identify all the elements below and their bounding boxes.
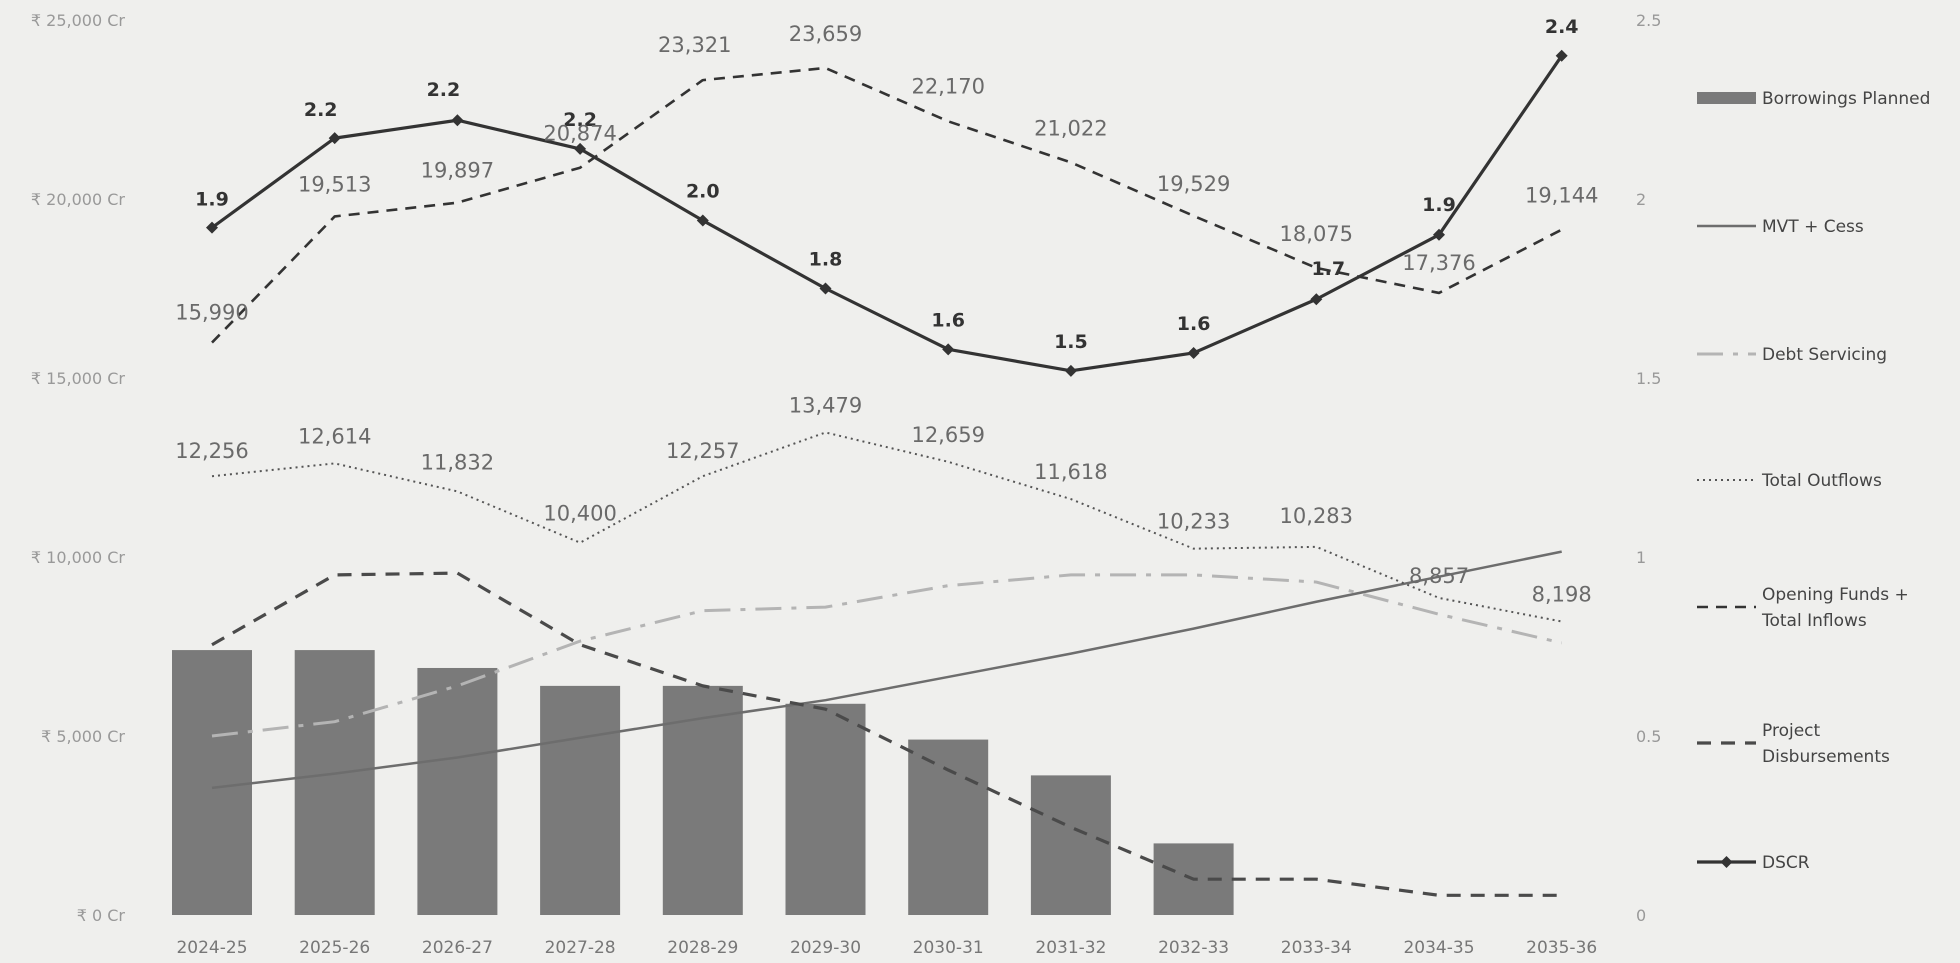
inflows-data-label: 15,990 bbox=[175, 301, 248, 325]
x-axis-tick-label: 2031-32 bbox=[1035, 938, 1106, 958]
x-axis-tick-label: 2026-27 bbox=[422, 938, 493, 958]
right-axis-tick-label: 2 bbox=[1636, 190, 1646, 209]
bar-borrowings-planned bbox=[540, 685, 621, 915]
inflows-data-label: 19,529 bbox=[1157, 172, 1230, 196]
outflows-data-label: 11,832 bbox=[421, 450, 494, 474]
dscr-data-label: 2.2 bbox=[304, 99, 338, 121]
outflows-data-label: 10,400 bbox=[543, 502, 616, 526]
legend-label-opening-funds-total-inflows: Opening Funds + bbox=[1762, 585, 1909, 605]
right-axis-tick-label: 1.5 bbox=[1636, 369, 1661, 388]
left-axis-tick-label: ₹ 0 Cr bbox=[77, 906, 126, 925]
inflows-data-label: 19,144 bbox=[1525, 184, 1598, 208]
legend-dscr-marker bbox=[1720, 856, 1733, 868]
dscr-marker bbox=[1433, 228, 1445, 241]
legend-label-dscr: DSCR bbox=[1762, 853, 1810, 873]
outflows-data-label: 8,857 bbox=[1409, 564, 1469, 588]
x-axis-tick-label: 2034-35 bbox=[1403, 938, 1474, 958]
inflows-data-label: 17,376 bbox=[1402, 251, 1475, 275]
right-axis-tick-label: 2.5 bbox=[1636, 11, 1661, 30]
right-axis-tick-label: 0.5 bbox=[1636, 727, 1661, 746]
x-axis-tick-label: 2030-31 bbox=[913, 938, 984, 958]
left-axis-tick-label: ₹ 5,000 Cr bbox=[41, 727, 125, 746]
dscr-marker bbox=[942, 343, 955, 356]
dscr-marker bbox=[1187, 346, 1200, 359]
line-debt-servicing bbox=[211, 573, 1563, 738]
x-axis-tick-label: 2028-29 bbox=[667, 938, 738, 958]
dscr-data-label: 1.6 bbox=[1177, 313, 1211, 335]
dscr-data-label: 1.9 bbox=[195, 189, 229, 211]
line-mvt-cess bbox=[211, 550, 1562, 790]
left-axis-tick-label: ₹ 20,000 Cr bbox=[31, 190, 126, 209]
dscr-marker bbox=[451, 114, 464, 127]
inflows-data-label: 19,513 bbox=[298, 172, 371, 196]
x-axis-tick-label: 2025-26 bbox=[299, 938, 370, 958]
dscr-marker bbox=[819, 282, 832, 295]
legend-swatch-borrowings-planned bbox=[1697, 92, 1756, 104]
outflows-data-label: 12,614 bbox=[298, 424, 371, 448]
bar-borrowings-planned bbox=[908, 739, 989, 915]
legend-label-debt-servicing: Debt Servicing bbox=[1762, 345, 1887, 365]
x-axis-tick-label: 2024-25 bbox=[176, 938, 247, 958]
x-axis-tick-label: 2027-28 bbox=[545, 938, 616, 958]
inflows-data-label: 21,022 bbox=[1034, 116, 1107, 140]
bar-borrowings-planned bbox=[1030, 775, 1111, 915]
dscr-data-label: 1.6 bbox=[931, 309, 965, 331]
dscr-data-label: 2.2 bbox=[427, 79, 461, 101]
outflows-data-label: 12,256 bbox=[175, 439, 248, 463]
inflows-data-label: 19,897 bbox=[421, 159, 494, 183]
dscr-data-label: 1.5 bbox=[1054, 331, 1088, 353]
dscr-data-label: 1.8 bbox=[809, 249, 843, 271]
left-axis-tick-label: ₹ 10,000 Cr bbox=[31, 548, 126, 567]
dscr-data-label: 2.2 bbox=[563, 109, 597, 131]
bar-borrowings-planned bbox=[417, 667, 498, 915]
dscr-marker bbox=[574, 142, 587, 155]
outflows-data-label: 11,618 bbox=[1034, 460, 1107, 484]
x-axis-tick-label: 2033-34 bbox=[1281, 938, 1352, 958]
x-axis-tick-label: 2032-33 bbox=[1158, 938, 1229, 958]
dscr-marker bbox=[1555, 49, 1568, 62]
line-dscr bbox=[211, 54, 1564, 373]
bar-borrowings-planned bbox=[294, 650, 375, 915]
bar-borrowings-planned bbox=[662, 685, 743, 915]
inflows-data-label: 22,170 bbox=[911, 74, 984, 98]
outflows-data-label: 12,659 bbox=[911, 423, 984, 447]
dscr-marker bbox=[1310, 293, 1323, 306]
inflows-data-label: 23,659 bbox=[789, 22, 862, 46]
inflows-data-label: 20,874 bbox=[543, 122, 616, 146]
left-axis-tick-label: ₹ 15,000 Cr bbox=[31, 369, 126, 388]
legend-label-mvt-cess: MVT + Cess bbox=[1762, 217, 1864, 237]
dscr-marker bbox=[206, 221, 218, 234]
inflows-data-label: 23,321 bbox=[658, 33, 731, 57]
legend-label-total-outflows: Total Outflows bbox=[1761, 471, 1882, 491]
dscr-marker bbox=[696, 214, 709, 227]
bar-borrowings-planned bbox=[172, 650, 252, 915]
bar-borrowings-planned bbox=[785, 703, 866, 915]
outflows-data-label: 13,479 bbox=[789, 393, 862, 417]
outflows-data-label: 12,257 bbox=[666, 439, 739, 463]
legend-label-project-disbursements: Project bbox=[1762, 721, 1820, 741]
dscr-data-label: 2.4 bbox=[1545, 16, 1579, 38]
legend-label-borrowings-planned: Borrowings Planned bbox=[1762, 89, 1930, 109]
line-total-outflows bbox=[211, 431, 1562, 623]
dscr-data-label: 1.7 bbox=[1311, 258, 1345, 280]
dscr-marker bbox=[1064, 364, 1077, 377]
dscr-data-label: 1.9 bbox=[1422, 194, 1456, 216]
line-opening-funds-total-inflows bbox=[211, 66, 1563, 344]
legend-label-project-disbursements: Disbursements bbox=[1762, 747, 1890, 767]
right-axis-tick-label: 0 bbox=[1636, 906, 1646, 925]
dscr-data-label: 2.0 bbox=[686, 180, 720, 202]
inflows-data-label: 18,075 bbox=[1280, 222, 1353, 246]
x-axis-tick-label: 2035-36 bbox=[1526, 938, 1597, 958]
left-axis-tick-label: ₹ 25,000 Cr bbox=[31, 11, 126, 30]
legend-label-opening-funds-total-inflows: Total Inflows bbox=[1761, 611, 1867, 631]
outflows-data-label: 10,283 bbox=[1280, 504, 1353, 528]
outflows-data-label: 10,233 bbox=[1157, 510, 1230, 534]
outflows-data-label: 8,198 bbox=[1532, 583, 1592, 607]
line-project-disbursements bbox=[211, 571, 1562, 897]
right-axis-tick-label: 1 bbox=[1636, 548, 1646, 567]
dscr-marker bbox=[328, 132, 341, 145]
x-axis-tick-label: 2029-30 bbox=[790, 938, 861, 958]
